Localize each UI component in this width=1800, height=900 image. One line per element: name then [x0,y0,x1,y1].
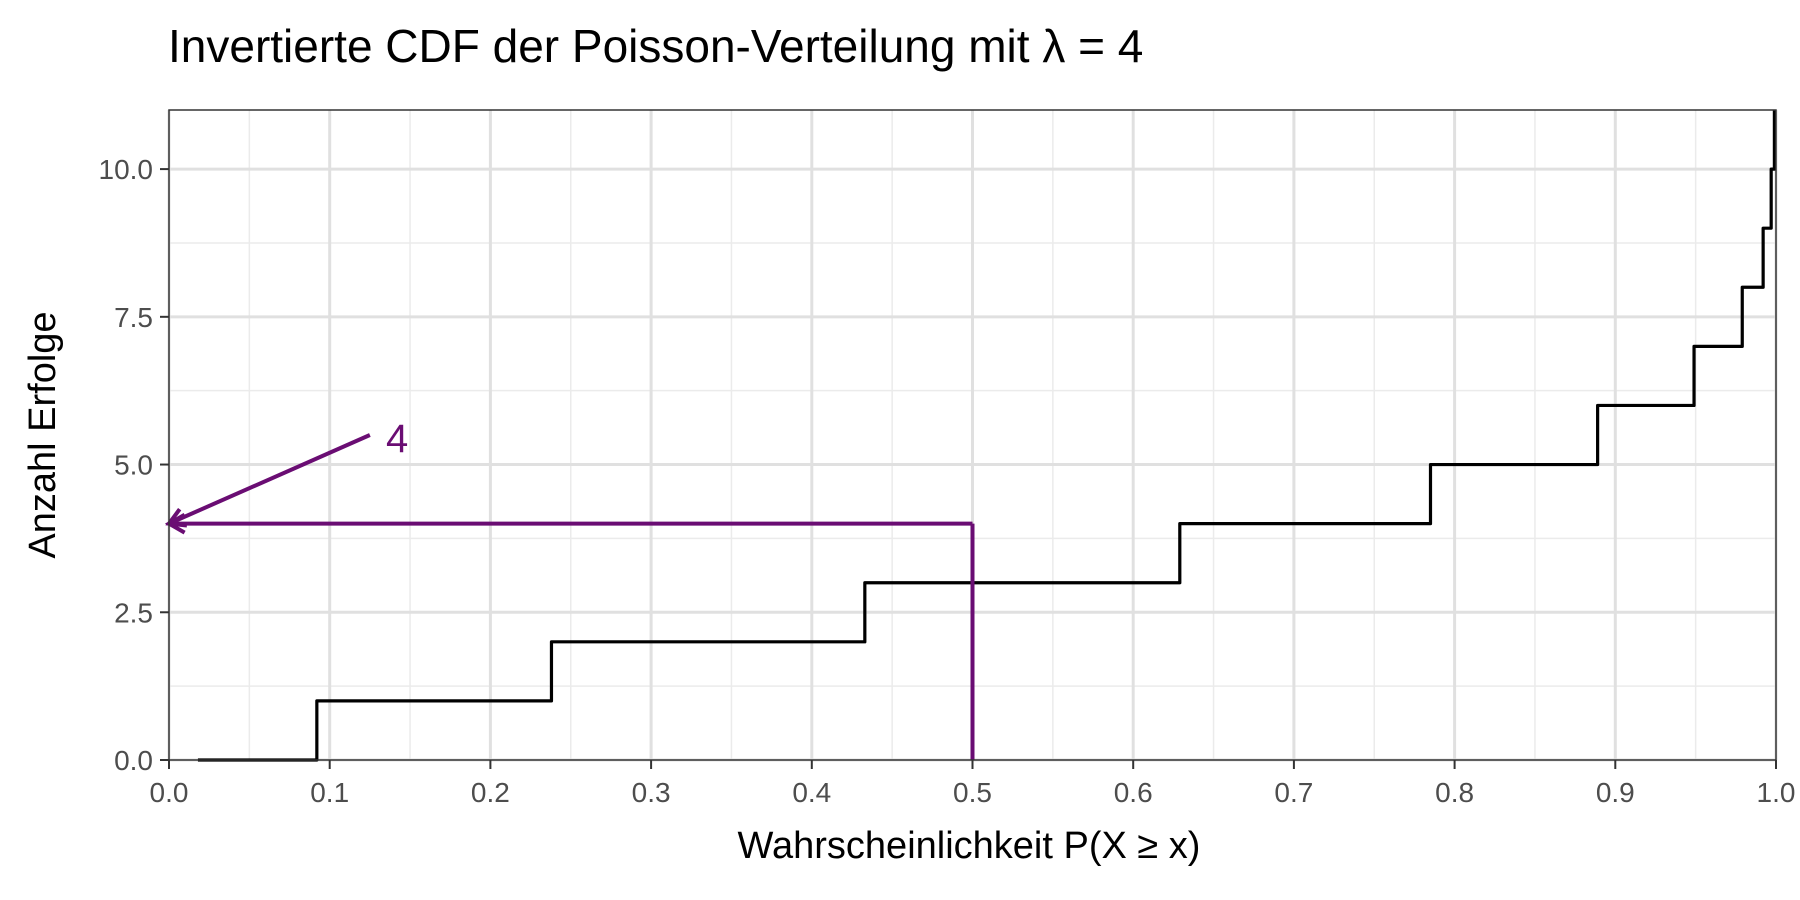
x-axis-title: Wahrscheinlichkeit P(X ≥ x) [738,825,1201,867]
annotation-layer: 4 [164,417,975,760]
annotation-arrow-line [168,433,371,526]
x-tick-label: 0.6 [1114,777,1153,808]
x-tick-label: 0.2 [471,777,510,808]
y-tick-label: 2.5 [114,597,153,628]
chart-title: Invertierte CDF der Poisson-Verteilung m… [168,20,1143,72]
x-tick-label: 0.5 [953,777,992,808]
y-tick-label: 5.0 [114,450,153,481]
x-tick-label: 0.0 [150,777,189,808]
x-tick-label: 0.7 [1274,777,1313,808]
x-tick-label: 0.8 [1435,777,1474,808]
x-axis: 0.0 0.1 0.2 0.3 0.4 0.5 0.6 0.7 0.8 0.9 1.0 [150,760,1796,808]
x-tick-label: 0.3 [632,777,671,808]
x-tick-label: 0.9 [1596,777,1635,808]
y-axis: 0.0 2.5 5.0 7.5 10.0 [99,154,169,776]
x-tick-label: 1.0 [1757,777,1796,808]
series-line-0 [197,110,1776,762]
y-tick-label: 0.0 [114,745,153,776]
y-axis-title: Anzahl Erfolge [22,311,64,558]
y-tick-label: 10.0 [99,154,154,185]
x-tick-label: 0.1 [310,777,349,808]
y-tick-label: 7.5 [114,302,153,333]
annotation-label: 4 [386,417,408,461]
x-tick-label: 0.4 [792,777,831,808]
series-layer [197,110,1776,762]
